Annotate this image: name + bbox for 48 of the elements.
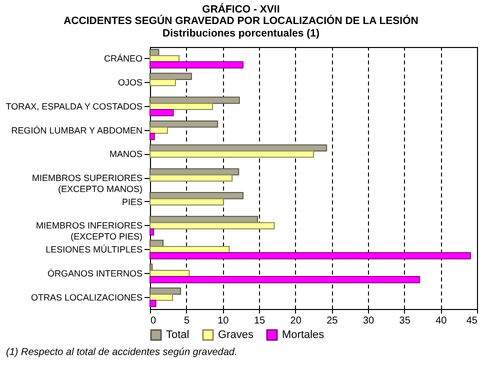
y-tick-label: ÓRGANOS INTERNOS <box>47 268 142 278</box>
bar <box>150 252 471 260</box>
x-tick-label: 15 <box>254 316 266 326</box>
bar <box>150 132 155 140</box>
bar <box>150 109 174 116</box>
text: (1) Respecto al total de accidentes según gravedad. <box>6 347 238 358</box>
bar <box>150 96 240 104</box>
x-tick-label: 20 <box>290 316 302 326</box>
y-tick-label: MIEMBROS SUPERIORES (EXCEPTO MANOS) <box>32 173 142 194</box>
y-tick-label: PIES <box>122 196 142 207</box>
bar <box>150 228 154 236</box>
y-tick-label: LESIONES MÚLTIPLES <box>46 244 142 255</box>
y-tick-label: CRÁNEO <box>104 54 142 64</box>
bar <box>150 126 168 134</box>
bar <box>150 150 314 158</box>
bar <box>150 222 275 230</box>
bar <box>150 72 192 80</box>
bar <box>150 168 240 176</box>
y-tick-label: REGIÓN LUMBAR Y ABDOMEN <box>11 125 142 136</box>
legend-label: Total <box>166 329 190 341</box>
y-tick-label: MANOS <box>109 149 142 160</box>
bar <box>150 78 176 86</box>
bar <box>150 300 156 308</box>
bar <box>150 61 244 68</box>
x-tick-label: 40 <box>436 316 448 326</box>
bar <box>150 198 224 206</box>
x-tick-label: 25 <box>326 316 338 326</box>
chart-title: GRÁFICO - XVII <box>202 2 280 16</box>
bar <box>150 174 233 182</box>
y-tick-label: MIEMBROS INFERIORES (EXCEPTO PIES) <box>36 220 142 242</box>
bar <box>150 120 218 128</box>
x-tick-label: 0 <box>150 316 156 326</box>
bar <box>150 55 180 62</box>
bar <box>150 102 213 110</box>
y-tick-label: TORAX, ESPALDA Y COSTADOS <box>6 101 142 112</box>
legend-label: Graves <box>218 329 254 341</box>
chart-subtitle: ACCIDENTES SEGÚN GRAVEDAD POR LOCALIZACIÓN DE LA LESIÓN Distribuciones porcentuales (1) <box>64 14 418 40</box>
x-tick-label: 45 <box>466 316 478 326</box>
y-tick-label: OTRAS LOCALIZACIONES <box>30 292 142 302</box>
x-tick-label: 35 <box>399 316 411 326</box>
legend-label: Mortales <box>282 329 325 341</box>
x-tick-label: 10 <box>218 316 230 326</box>
bar <box>150 192 244 200</box>
x-tick-label: 5 <box>184 316 190 326</box>
bar <box>150 276 420 284</box>
x-tick-label: 30 <box>362 316 374 326</box>
bar <box>150 294 174 301</box>
y-tick-label: OJOS <box>118 78 142 88</box>
